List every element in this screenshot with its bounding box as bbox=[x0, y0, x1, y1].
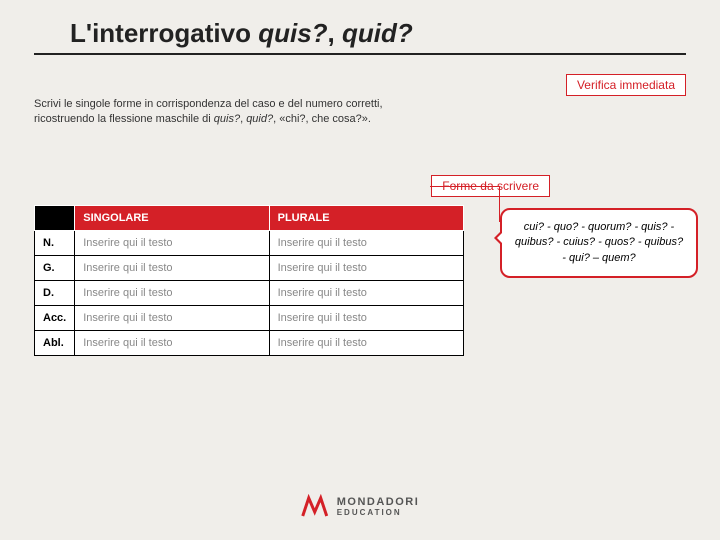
page-title: L'interrogativo quis?, quid? bbox=[34, 18, 686, 55]
logo-sub: EDUCATION bbox=[337, 508, 420, 517]
cell-input[interactable]: Inserire qui il testo bbox=[75, 281, 269, 306]
cell-input[interactable]: Inserire qui il testo bbox=[269, 281, 463, 306]
badge-verify: Verifica immediata bbox=[566, 74, 686, 96]
case-label: N. bbox=[35, 231, 75, 256]
table-row: G. Inserire qui il testo Inserire qui il… bbox=[35, 256, 464, 281]
cell-input[interactable]: Inserire qui il testo bbox=[75, 306, 269, 331]
title-ital1: quis? bbox=[258, 18, 327, 48]
title-mid: , bbox=[328, 18, 342, 48]
case-label: G. bbox=[35, 256, 75, 281]
cell-input[interactable]: Inserire qui il testo bbox=[75, 331, 269, 356]
forms-callout: cui? - quo? - quorum? - quis? - quibus? … bbox=[500, 208, 698, 278]
cell-input[interactable]: Inserire qui il testo bbox=[269, 231, 463, 256]
title-ital2: quid? bbox=[342, 18, 413, 48]
case-label: Abl. bbox=[35, 331, 75, 356]
cell-input[interactable]: Inserire qui il testo bbox=[269, 306, 463, 331]
instr-line2b: quis? bbox=[214, 113, 240, 125]
title-text: L'interrogativo bbox=[70, 18, 258, 48]
publisher-logo: MONDADORI EDUCATION bbox=[301, 494, 420, 518]
case-label: D. bbox=[35, 281, 75, 306]
table-row: D. Inserire qui il testo Inserire qui il… bbox=[35, 281, 464, 306]
instr-line1: Scrivi le singole forme in corrispondenz… bbox=[34, 98, 383, 110]
header-plural: PLURALE bbox=[269, 206, 463, 231]
cell-input[interactable]: Inserire qui il testo bbox=[75, 231, 269, 256]
logo-icon bbox=[301, 494, 329, 518]
table-row: N. Inserire qui il testo Inserire qui il… bbox=[35, 231, 464, 256]
table-row: Abl. Inserire qui il testo Inserire qui … bbox=[35, 331, 464, 356]
header-case bbox=[35, 206, 75, 231]
table-row: Acc. Inserire qui il testo Inserire qui … bbox=[35, 306, 464, 331]
case-label: Acc. bbox=[35, 306, 75, 331]
cell-input[interactable]: Inserire qui il testo bbox=[269, 256, 463, 281]
instr-line2a: ricostruendo la flessione maschile di bbox=[34, 113, 214, 125]
logo-brand: MONDADORI bbox=[337, 496, 420, 508]
header-singular: SINGOLARE bbox=[75, 206, 269, 231]
declension-table: SINGOLARE PLURALE N. Inserire qui il tes… bbox=[34, 205, 464, 356]
instructions: Scrivi le singole forme in corrispondenz… bbox=[34, 97, 454, 127]
cell-input[interactable]: Inserire qui il testo bbox=[75, 256, 269, 281]
instr-line2e: , «chi?, che cosa?». bbox=[273, 113, 371, 125]
instr-line2d: quid? bbox=[246, 113, 273, 125]
cell-input[interactable]: Inserire qui il testo bbox=[269, 331, 463, 356]
